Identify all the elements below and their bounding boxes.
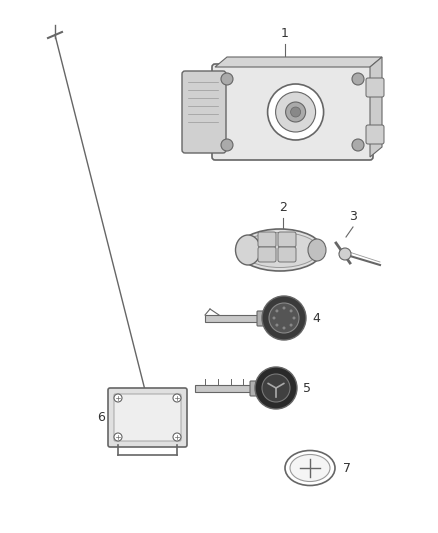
Circle shape xyxy=(114,394,122,402)
Circle shape xyxy=(352,139,364,151)
Circle shape xyxy=(276,324,279,327)
Polygon shape xyxy=(195,385,255,392)
Text: 2: 2 xyxy=(279,201,287,214)
Text: 7: 7 xyxy=(343,462,351,474)
Ellipse shape xyxy=(290,455,330,481)
Circle shape xyxy=(290,324,293,327)
Circle shape xyxy=(262,374,290,402)
Circle shape xyxy=(221,73,233,85)
Text: 6: 6 xyxy=(97,411,105,424)
Circle shape xyxy=(262,296,306,340)
Polygon shape xyxy=(205,315,262,322)
Circle shape xyxy=(272,317,276,319)
Polygon shape xyxy=(215,57,382,67)
Ellipse shape xyxy=(237,229,322,271)
FancyBboxPatch shape xyxy=(108,388,187,447)
Text: 4: 4 xyxy=(312,311,320,325)
Circle shape xyxy=(293,317,296,319)
Circle shape xyxy=(339,248,351,260)
Circle shape xyxy=(221,139,233,151)
Circle shape xyxy=(290,107,300,117)
Circle shape xyxy=(173,433,181,441)
FancyBboxPatch shape xyxy=(366,125,384,144)
Text: 3: 3 xyxy=(349,210,357,223)
Circle shape xyxy=(290,310,293,312)
Circle shape xyxy=(173,394,181,402)
Circle shape xyxy=(255,367,297,409)
Circle shape xyxy=(276,92,316,132)
Text: 1: 1 xyxy=(281,27,289,40)
Ellipse shape xyxy=(285,450,335,486)
FancyBboxPatch shape xyxy=(114,394,181,441)
Ellipse shape xyxy=(241,232,319,268)
Circle shape xyxy=(114,433,122,441)
Circle shape xyxy=(352,73,364,85)
Circle shape xyxy=(283,327,286,329)
Circle shape xyxy=(269,303,299,333)
FancyBboxPatch shape xyxy=(212,64,373,160)
FancyBboxPatch shape xyxy=(258,247,276,262)
FancyBboxPatch shape xyxy=(257,311,273,326)
FancyBboxPatch shape xyxy=(258,232,276,247)
FancyBboxPatch shape xyxy=(250,381,266,396)
Circle shape xyxy=(283,306,286,310)
Ellipse shape xyxy=(308,239,326,261)
Circle shape xyxy=(268,84,324,140)
FancyBboxPatch shape xyxy=(366,78,384,97)
Polygon shape xyxy=(370,57,382,157)
FancyBboxPatch shape xyxy=(278,247,296,262)
Ellipse shape xyxy=(236,235,261,265)
FancyBboxPatch shape xyxy=(278,232,296,247)
Circle shape xyxy=(286,102,306,122)
FancyBboxPatch shape xyxy=(182,71,226,153)
Circle shape xyxy=(276,310,279,312)
Text: 5: 5 xyxy=(303,382,311,394)
